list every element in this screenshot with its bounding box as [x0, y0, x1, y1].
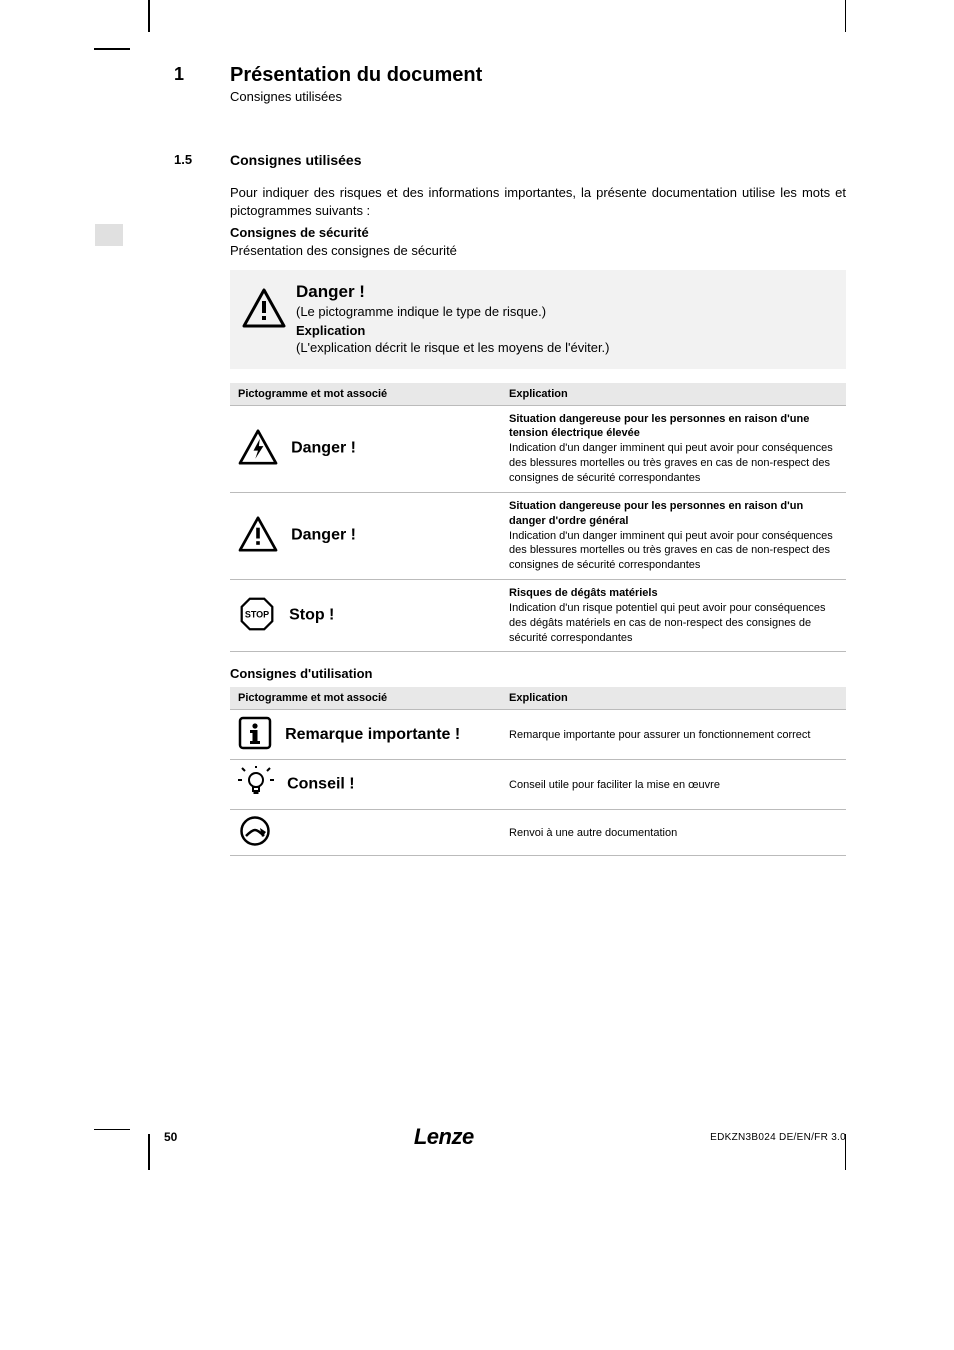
warning-triangle-icon	[242, 282, 296, 328]
table-row: Remarque importante ! Remarque important…	[230, 710, 846, 760]
reference-icon	[238, 816, 272, 849]
row5-word: Conseil !	[287, 776, 355, 793]
side-grey-tab	[95, 224, 123, 246]
table-row: Conseil ! Conseil utile pour faciliter l…	[230, 760, 846, 810]
row4-word: Remarque importante !	[285, 726, 460, 744]
table1-header1: Pictogramme et mot associé	[230, 383, 501, 406]
row5-text: Conseil utile pour faciliter la mise en …	[501, 760, 846, 810]
section-title: Consignes utilisées	[230, 152, 361, 168]
danger-word: Danger !	[296, 282, 828, 302]
page-body: 1 Présentation du document Consignes uti…	[0, 0, 954, 856]
crop-mark	[148, 0, 150, 32]
row2-lead: Situation dangereuse pour les personnes …	[509, 500, 803, 527]
table-row: Danger ! Situation dangereuse pour les p…	[230, 405, 846, 492]
safety-subtext: Présentation des consignes de sécurité	[230, 242, 846, 260]
svg-text:STOP: STOP	[245, 610, 269, 620]
page-footer: 50 Lenze EDKZN3B024 DE/EN/FR 3.0	[0, 1124, 954, 1150]
danger-sub: Explication	[296, 323, 828, 338]
danger-line1: (Le pictogramme indique le type de risqu…	[296, 304, 828, 319]
crop-mark	[845, 0, 847, 32]
tip-icon	[238, 766, 274, 803]
table1-header2: Explication	[501, 383, 846, 406]
row1-rest: Indication d'un danger imminent qui peut…	[509, 442, 833, 484]
chapter-number: 1	[174, 64, 246, 85]
brand-logo: Lenze	[414, 1124, 474, 1150]
row2-word: Danger !	[291, 527, 356, 544]
row3-rest: Indication d'un risque potentiel qui peu…	[509, 602, 825, 644]
usage-picto-table: Pictogramme et mot associé Explication	[230, 687, 846, 856]
chapter-subtitle: Consignes utilisées	[230, 89, 482, 104]
safety-picto-table: Pictogramme et mot associé Explication D…	[230, 383, 846, 653]
table-row: Danger ! Situation dangereuse pour les p…	[230, 492, 846, 579]
section-number: 1.5	[100, 152, 230, 167]
row1-word: Danger !	[291, 440, 356, 457]
table2-header1: Pictogramme et mot associé	[230, 687, 501, 710]
chapter-header: 1 Présentation du document Consignes uti…	[100, 64, 854, 104]
row3-word: Stop !	[289, 607, 334, 624]
row6-text: Renvoi à une autre documentation	[501, 810, 846, 856]
section-intro: Pour indiquer des risques et des informa…	[230, 184, 846, 219]
page-number: 50	[164, 1130, 177, 1144]
table2-header2: Explication	[501, 687, 846, 710]
row4-text: Remarque importante pour assurer un fonc…	[501, 710, 846, 760]
electrical-danger-icon	[238, 429, 278, 468]
crop-mark	[94, 48, 130, 50]
row3-lead: Risques de dégâts matériels	[509, 587, 658, 599]
general-danger-icon	[238, 516, 278, 555]
info-icon	[238, 716, 272, 753]
chapter-title: Présentation du document	[230, 64, 482, 87]
safety-callout-box: Danger ! (Le pictogramme indique le type…	[230, 270, 846, 369]
stop-icon: STOP	[238, 596, 276, 635]
table-row: Renvoi à une autre documentation	[230, 810, 846, 856]
danger-line2: (L'explication décrit le risque et les m…	[296, 340, 828, 355]
section-heading-row: 1.5 Consignes utilisées	[100, 152, 854, 168]
doc-reference: EDKZN3B024 DE/EN/FR 3.0	[710, 1132, 846, 1143]
usage-heading: Consignes d'utilisation	[230, 666, 846, 681]
safety-heading: Consignes de sécurité	[230, 225, 846, 240]
table-row: STOP Stop ! Risques de dégâts matériels …	[230, 580, 846, 652]
row2-rest: Indication d'un danger imminent qui peut…	[509, 530, 833, 572]
row1-lead: Situation dangereuse pour les personnes …	[509, 413, 809, 440]
chapter-number-block: 1	[100, 64, 172, 85]
